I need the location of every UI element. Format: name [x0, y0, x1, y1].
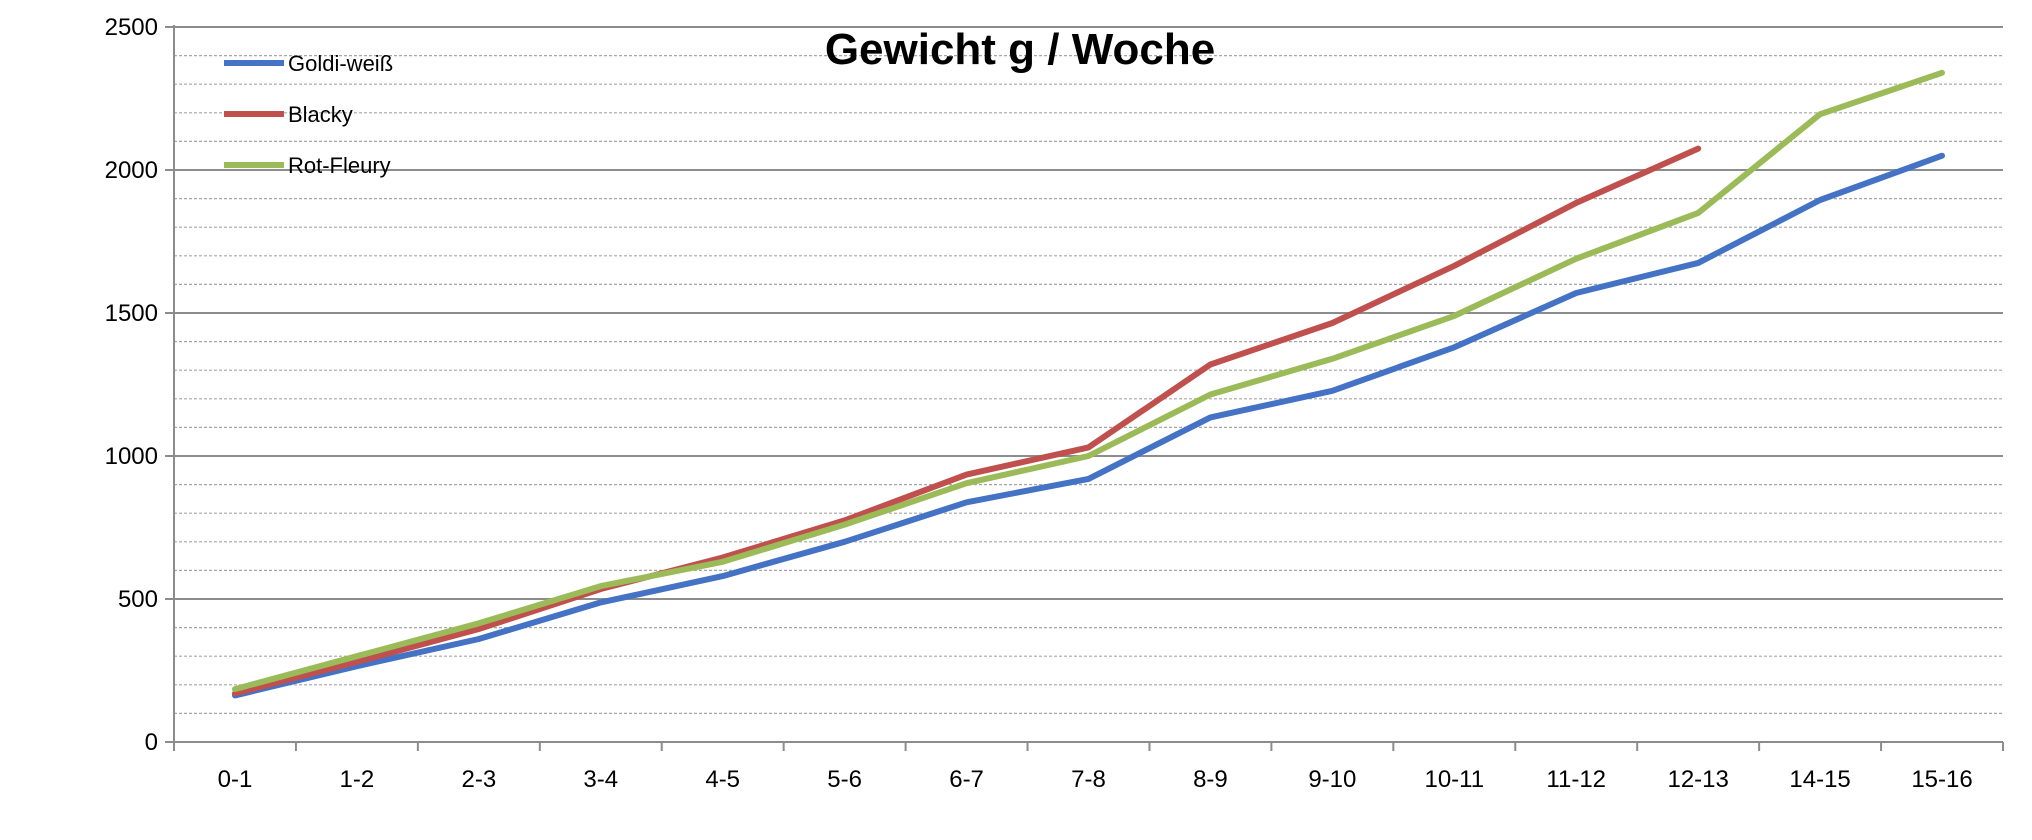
chart-title: Gewicht g / Woche	[825, 25, 1215, 74]
x-tick-label: 10-11	[1424, 766, 1484, 793]
legend-label-3: Rot-Fleury	[288, 153, 391, 178]
y-tick-label: 1500	[105, 300, 158, 327]
y-axis-tick-labels: 0 500 1000 1500 2000 2500	[105, 14, 158, 756]
y-tick-label: 2000	[105, 157, 158, 184]
series-lines	[232, 69, 1945, 699]
y-tick-label: 0	[145, 729, 158, 756]
x-tick-label: 0-1	[218, 766, 253, 793]
series-line-3	[232, 69, 1945, 693]
legend-label-1: Goldi-weiß	[288, 51, 393, 76]
series-line-2	[232, 145, 1702, 697]
x-tick-label: 2-3	[461, 766, 496, 793]
x-tick-label: 9-10	[1308, 766, 1356, 793]
x-tick-label: 5-6	[827, 766, 862, 793]
x-tick-label: 11-12	[1546, 766, 1606, 793]
legend: Goldi-weiß Blacky Rot-Fleury	[224, 51, 393, 178]
x-tick-label: 3-4	[583, 766, 618, 793]
minor-gridlines	[174, 54, 2003, 715]
x-tick-label: 8-9	[1193, 766, 1228, 793]
x-tick-label: 1-2	[340, 766, 375, 793]
y-tick-label: 2500	[105, 14, 158, 41]
legend-label-2: Blacky	[288, 102, 353, 127]
series-line-1	[232, 152, 1945, 699]
x-tick-label: 15-16	[1911, 766, 1972, 793]
x-tick-label: 14-15	[1789, 766, 1850, 793]
x-tick-label: 6-7	[949, 766, 984, 793]
major-gridlines	[174, 26, 2003, 600]
x-axis-tick-labels: 0-1 1-2 2-3 3-4 4-5 5-6 6-7 7-8 8-9 9-10 10-11 11-1…	[218, 766, 1973, 793]
x-tick-label: 12-13	[1667, 766, 1728, 793]
y-tick-label: 500	[118, 586, 158, 613]
x-tick-label: 4-5	[705, 766, 740, 793]
y-tick-label: 1000	[105, 443, 158, 470]
axes	[165, 25, 2004, 751]
x-tick-label: 7-8	[1071, 766, 1106, 793]
